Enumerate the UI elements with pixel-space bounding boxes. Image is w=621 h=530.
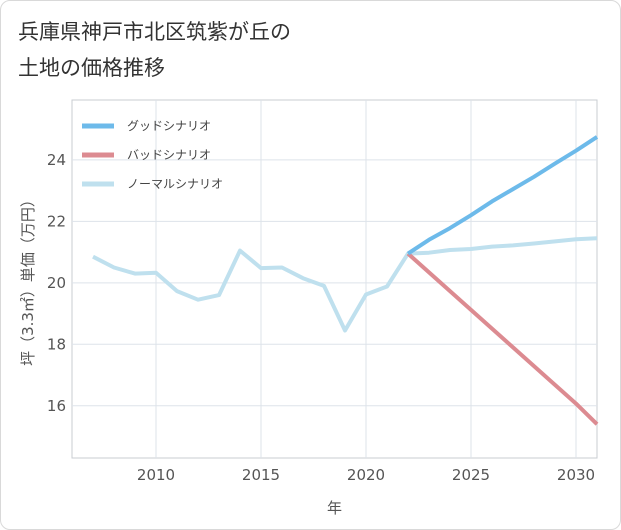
x-axis-title: 年: [327, 499, 342, 517]
x-tick-label: 2025: [452, 466, 490, 484]
chart-title: 兵庫県神戸市北区筑紫が丘の 土地の価格推移: [18, 14, 291, 86]
y-axis-title: 坪（3.3㎡）単価（万円）: [19, 192, 37, 366]
x-tick-label: 2010: [137, 466, 175, 484]
legend-normal-scenario-label: ノーマルシナリオ: [127, 177, 223, 191]
bad-scenario-line: [406, 252, 599, 426]
x-tick-label: 2030: [557, 466, 595, 484]
y-tick-label: 16: [47, 397, 66, 415]
legend-bad-scenario-label: バッドシナリオ: [127, 148, 211, 162]
y-tick-label: 20: [47, 274, 66, 292]
chart-title-line-1: 兵庫県神戸市北区筑紫が丘の: [18, 20, 291, 44]
good-scenario-line: [406, 135, 599, 256]
legend-good-scenario-label: グッドシナリオ: [127, 119, 211, 133]
y-tick-label: 18: [47, 335, 66, 353]
normal-scenario-line: [92, 236, 598, 333]
chart-title-line-2: 土地の価格推移: [18, 56, 165, 80]
x-tick-label: 2020: [347, 466, 385, 484]
y-tick-label: 24: [47, 151, 66, 169]
x-tick-label: 2015: [242, 466, 280, 484]
y-tick-label: 22: [47, 212, 66, 230]
